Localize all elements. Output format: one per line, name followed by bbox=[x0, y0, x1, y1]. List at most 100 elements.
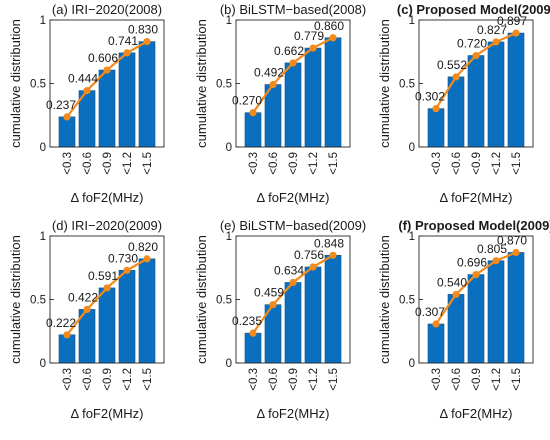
y-tick-label: 0.5 bbox=[30, 295, 46, 307]
bar bbox=[427, 323, 445, 364]
x-tick-label: <0.3 bbox=[248, 152, 260, 175]
line-marker bbox=[83, 305, 91, 314]
bar bbox=[467, 55, 485, 148]
y-tick-label: 1 bbox=[409, 15, 415, 27]
x-axis-label: Δ foF2(MHz) bbox=[440, 190, 513, 205]
y-tick-label: 0 bbox=[40, 142, 46, 154]
line-marker bbox=[103, 66, 111, 74]
bar bbox=[304, 47, 322, 148]
y-axis-label: cumulative distribution bbox=[194, 235, 209, 364]
y-tick-label: 0 bbox=[409, 142, 415, 154]
bar bbox=[244, 332, 262, 364]
chart-title: (c) Proposed Model(2009) bbox=[397, 2, 550, 17]
x-tick-label: <0.6 bbox=[268, 152, 280, 175]
data-label: 0.606 bbox=[88, 51, 118, 65]
x-tick-label: <0.9 bbox=[288, 152, 300, 175]
line-marker bbox=[83, 87, 91, 95]
line-marker bbox=[309, 44, 317, 52]
chart-title: (a) IRI−2020(2008) bbox=[52, 2, 162, 17]
y-tick-label: 0 bbox=[226, 358, 232, 370]
data-label: 0.422 bbox=[68, 290, 98, 304]
x-axis-label: Δ foF2(MHz) bbox=[71, 190, 144, 205]
bar bbox=[284, 282, 302, 364]
y-tick-label: 0 bbox=[40, 358, 46, 370]
x-tick-label: <0.6 bbox=[451, 368, 463, 391]
x-axis-label: Δ foF2(MHz) bbox=[71, 406, 144, 421]
x-tick-label: <0.6 bbox=[268, 368, 280, 391]
line-marker bbox=[63, 331, 71, 339]
x-tick-label: <0.9 bbox=[471, 368, 483, 391]
bar bbox=[507, 252, 525, 364]
x-tick-label: <0.3 bbox=[62, 368, 74, 391]
line-marker bbox=[143, 255, 151, 263]
line-marker bbox=[289, 59, 297, 67]
bar bbox=[324, 255, 342, 364]
y-axis-label: cumulative distribution bbox=[8, 235, 23, 364]
y-tick-label: 0.5 bbox=[216, 295, 232, 307]
x-tick-label: <0.6 bbox=[82, 368, 94, 391]
line-marker bbox=[269, 80, 277, 89]
data-label: 0.848 bbox=[314, 236, 344, 250]
bar bbox=[138, 258, 156, 364]
y-tick-label: 0.5 bbox=[216, 79, 232, 91]
data-label: 0.827 bbox=[477, 23, 507, 37]
data-label: 0.307 bbox=[415, 305, 445, 319]
x-tick-label: <1.2 bbox=[308, 152, 320, 175]
line-marker bbox=[103, 284, 111, 292]
line-marker bbox=[432, 320, 440, 328]
chart-title: (e) BiLSTM−based(2009) bbox=[220, 218, 366, 233]
chart-title: (d) IRI−2020(2009) bbox=[52, 218, 162, 233]
line-marker bbox=[289, 278, 297, 287]
y-tick-label: 1 bbox=[40, 15, 46, 27]
x-tick-label: <0.3 bbox=[62, 152, 74, 175]
bar bbox=[304, 266, 322, 364]
x-axis-label: Δ foF2(MHz) bbox=[257, 406, 330, 421]
bar bbox=[58, 116, 76, 148]
bar bbox=[447, 294, 465, 364]
x-tick-label: <1.5 bbox=[328, 368, 340, 391]
data-label: 0.634 bbox=[274, 263, 304, 277]
bar bbox=[118, 269, 136, 364]
chart-title: (b) BiLSTM−based(2008) bbox=[220, 2, 366, 17]
bar bbox=[507, 32, 525, 148]
y-axis-label: cumulative distribution bbox=[194, 19, 209, 148]
bar bbox=[487, 41, 505, 148]
line-marker bbox=[63, 113, 71, 121]
x-tick-label: <0.9 bbox=[288, 368, 300, 391]
data-label: 0.662 bbox=[274, 44, 304, 58]
line-marker bbox=[143, 37, 151, 46]
x-tick-label: <1.5 bbox=[328, 152, 340, 175]
data-label: 0.870 bbox=[497, 234, 527, 248]
data-label: 0.237 bbox=[46, 98, 76, 112]
line-marker bbox=[309, 263, 317, 271]
line-marker bbox=[329, 34, 337, 42]
data-label: 0.805 bbox=[477, 242, 507, 256]
line-marker bbox=[123, 266, 131, 274]
line-marker bbox=[492, 38, 500, 46]
y-tick-label: 0 bbox=[409, 358, 415, 370]
line-marker bbox=[249, 329, 257, 337]
x-axis-label: Δ foF2(MHz) bbox=[257, 190, 330, 205]
x-tick-label: <0.3 bbox=[431, 152, 443, 175]
y-tick-label: 0.5 bbox=[399, 79, 415, 91]
x-tick-label: <0.9 bbox=[102, 368, 114, 391]
x-tick-label: <0.3 bbox=[248, 368, 260, 391]
line-marker bbox=[329, 251, 337, 259]
bar bbox=[467, 274, 485, 364]
data-label: 0.820 bbox=[128, 240, 158, 254]
x-tick-label: <1.2 bbox=[491, 368, 503, 391]
chart-title: (f) Proposed Model(2009) bbox=[398, 218, 550, 233]
x-tick-label: <0.3 bbox=[431, 368, 443, 391]
bar bbox=[427, 108, 445, 148]
line-marker bbox=[492, 257, 500, 265]
bar bbox=[58, 334, 76, 364]
bar bbox=[244, 112, 262, 148]
x-tick-label: <0.6 bbox=[451, 152, 463, 175]
data-label: 0.830 bbox=[128, 23, 158, 37]
